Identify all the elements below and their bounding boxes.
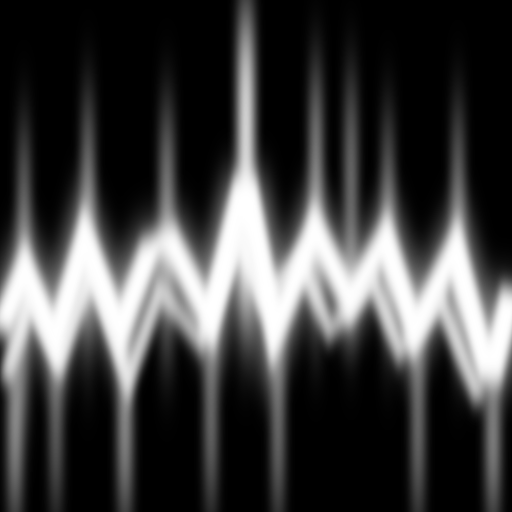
streak: [486, 360, 500, 510]
wave-secondary: [0, 220, 487, 403]
wave-core: [0, 177, 512, 383]
